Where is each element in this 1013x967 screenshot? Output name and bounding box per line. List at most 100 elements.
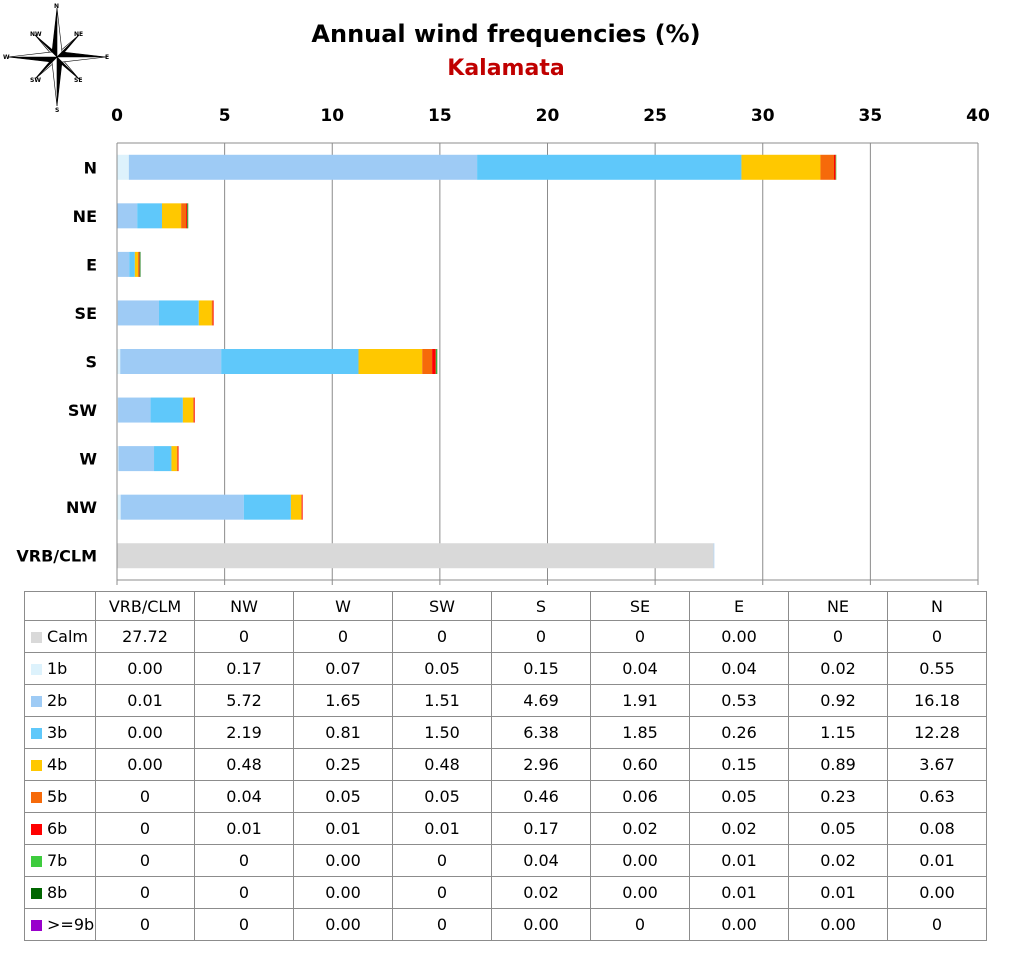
table-cell: 0.02	[788, 652, 888, 685]
y-category-label: E	[86, 255, 97, 274]
table-cell: 0.00	[293, 876, 393, 909]
bar-segment	[186, 203, 188, 229]
legend-swatch	[31, 920, 42, 931]
legend-label: 2b	[47, 691, 68, 710]
table-cell: 0.00	[590, 844, 690, 877]
table-cell: 1.51	[392, 684, 492, 717]
table-cell: 1.85	[590, 716, 690, 749]
bar-segment	[139, 251, 141, 277]
bar-segment	[118, 397, 151, 423]
compass-star	[7, 7, 107, 107]
table-row: 5b 0 0.04 0.05 0.05 0.46 0.06 0.05 0.23 0.63	[24, 780, 987, 813]
table-cell: 0.01	[887, 844, 987, 877]
table-cell: 0.00	[293, 844, 393, 877]
y-category-label: SE	[75, 304, 97, 323]
table-cell: 0.60	[590, 748, 690, 781]
table-cell: 0	[887, 620, 987, 653]
table-cell: 0.04	[194, 780, 294, 813]
table-cell: 12.28	[887, 716, 987, 749]
table-cell: 2.19	[194, 716, 294, 749]
bar-segment	[138, 251, 140, 277]
table-cell: 0.05	[392, 780, 492, 813]
legend-label: 7b	[47, 851, 68, 870]
table-column-header: W	[293, 591, 393, 621]
bar-segment	[194, 397, 195, 423]
table-cell: 0	[392, 620, 492, 653]
table-row: 2b 0.01 5.72 1.65 1.51 4.69 1.91 0.53 0.92 16.18	[24, 684, 987, 717]
compass-label-ne: NE	[74, 31, 83, 38]
legend-label: 6b	[47, 819, 68, 838]
table-cell: 0	[293, 620, 393, 653]
bar-segment	[139, 251, 140, 277]
table-row: 3b 0.00 2.19 0.81 1.50 6.38 1.85 0.26 1.15 12.28	[24, 716, 987, 749]
bar-segment	[120, 494, 244, 520]
table-row: 6b 0 0.01 0.01 0.01 0.17 0.02 0.02 0.05 0.08	[24, 812, 987, 845]
legend-swatch	[31, 888, 42, 899]
table-cell: 0.00	[491, 908, 591, 941]
y-category-label: NW	[66, 498, 97, 517]
stacked-bar-chart: 0 5 10 15 20 25 30 35 40 N NE E SE S SW W NW VRB/CLM	[16, 106, 990, 585]
table-cell: 0.26	[689, 716, 789, 749]
table-cell: 0	[194, 908, 294, 941]
x-tick-label: 10	[320, 106, 344, 126]
legend-entry: 1b	[24, 652, 96, 685]
table-cell: 0.00	[95, 716, 195, 749]
legend-swatch	[31, 632, 42, 643]
table-cell: 0	[590, 908, 690, 941]
table-cell: 0	[788, 620, 888, 653]
bar-segment	[301, 494, 303, 520]
legend-entry: >=9b	[24, 908, 96, 941]
table-cell: 0.17	[491, 812, 591, 845]
compass-label-nw: NW	[30, 31, 42, 38]
table-cell: 0.55	[887, 652, 987, 685]
bar-segment	[422, 349, 433, 374]
legend-label: 4b	[47, 755, 68, 774]
data-table-header-row: VRB/CLM NW W SW S SE E NE N	[24, 591, 987, 621]
table-cell: 0.15	[689, 748, 789, 781]
table-cell: 0.46	[491, 780, 591, 813]
table-cell: 0.06	[590, 780, 690, 813]
bar-segment	[182, 397, 194, 423]
table-cell: 0.05	[392, 652, 492, 685]
x-tick-label: 15	[428, 106, 452, 126]
table-cell: 0.00	[293, 908, 393, 941]
bar-segment	[435, 349, 437, 374]
bar-segment	[117, 349, 121, 374]
table-cell: 3.67	[887, 748, 987, 781]
data-table: VRB/CLM NW W SW S SE E NE N Calm 27.72 0 0 0 0 0 0.00 0 0…	[24, 591, 987, 941]
table-cell: 0	[887, 908, 987, 941]
bar-segment	[117, 300, 159, 326]
table-cell: 0.04	[491, 844, 591, 877]
bar-segment	[302, 494, 303, 520]
table-cell: 0.02	[689, 812, 789, 845]
y-category-label: W	[79, 450, 97, 469]
table-cell: 0	[194, 876, 294, 909]
table-cell: 0.01	[95, 684, 195, 717]
legend-entry: 2b	[24, 684, 96, 717]
table-cell: 0.07	[293, 652, 393, 685]
legend-entry: 8b	[24, 876, 96, 909]
table-cell: 6.38	[491, 716, 591, 749]
table-row: 7b 0 0 0.00 0 0.04 0.00 0.01 0.02 0.01	[24, 844, 987, 877]
y-category-label: S	[85, 353, 97, 372]
table-column-header: NW	[194, 591, 294, 621]
x-tick-label: 40	[966, 106, 990, 126]
bar-segment	[713, 543, 715, 569]
bar-segment	[477, 154, 742, 180]
bar-series	[117, 154, 837, 569]
y-category-label: NE	[73, 207, 97, 226]
table-column-header: VRB/CLM	[95, 591, 195, 621]
table-cell: 0	[491, 620, 591, 653]
legend-entry: 3b	[24, 716, 96, 749]
bar-segment	[741, 154, 821, 180]
bar-segment	[171, 446, 177, 472]
bar-segment	[117, 494, 121, 520]
table-cell: 0	[95, 876, 195, 909]
bar-segment	[117, 543, 714, 569]
table-cell: 0.05	[788, 812, 888, 845]
table-cell: 16.18	[887, 684, 987, 717]
x-tick-label: 35	[859, 106, 883, 126]
table-cell: 0.00	[95, 748, 195, 781]
table-column-header: N	[887, 591, 987, 621]
bar-segment	[134, 251, 139, 277]
